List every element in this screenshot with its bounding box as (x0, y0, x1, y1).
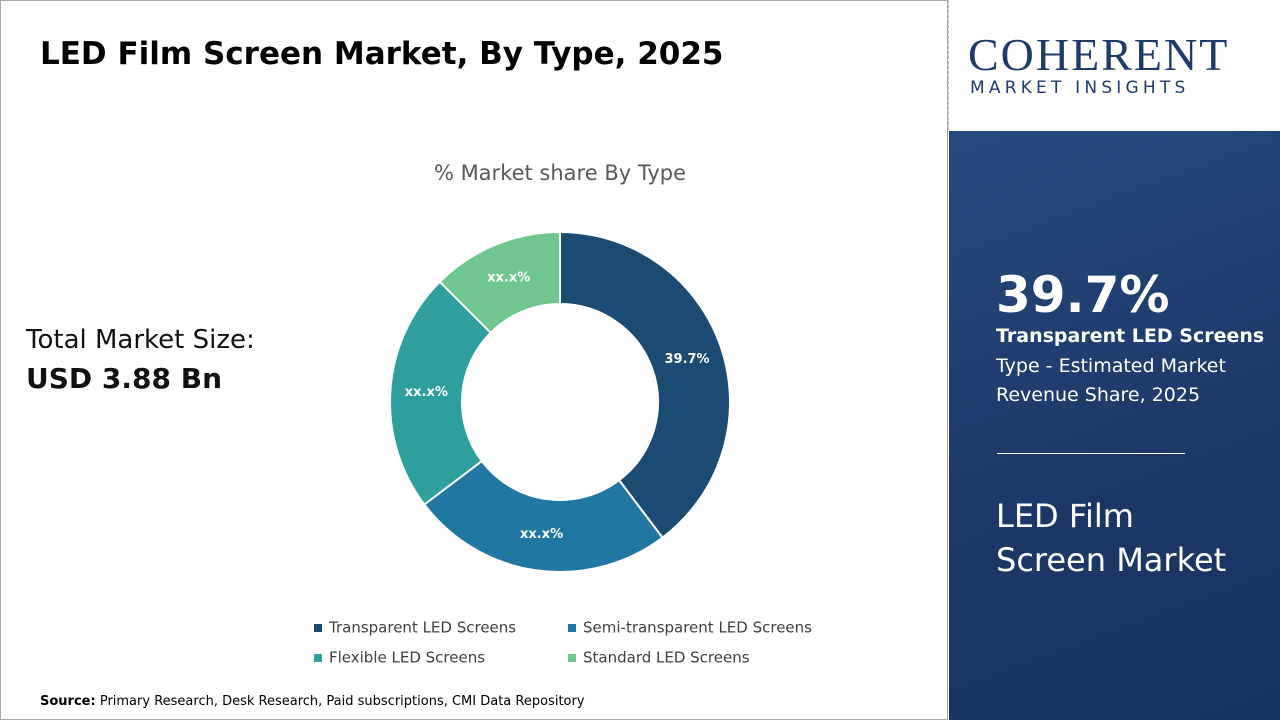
highlight-description: Type - Estimated Market Revenue Share, 2… (996, 355, 1226, 406)
legend-swatch (568, 624, 576, 632)
donut-segment (422, 459, 664, 573)
donut-segment (438, 230, 561, 335)
divider (948, 0, 949, 130)
source: Source: Primary Research, Desk Research,… (40, 694, 585, 709)
highlight-value: 39.7% (996, 266, 1170, 324)
market-size-value: USD 3.88 Bn (26, 362, 222, 395)
legend-label: Standard LED Screens (583, 649, 750, 667)
value-label: 39.7% (664, 352, 709, 367)
page-title: LED Film Screen Market, By Type, 2025 (40, 36, 724, 72)
source-label: Source: (40, 694, 96, 709)
donut-segment (389, 280, 493, 506)
highlight-market: LED Film Screen Market (996, 497, 1227, 579)
legend-label: Transparent LED Screens (328, 619, 516, 637)
chart: % Market share By Type 39.7% xx.x% xx.x% xx… (314, 161, 812, 667)
source-text: Primary Research, Desk Research, Paid su… (99, 694, 585, 709)
donut-segment (559, 230, 731, 540)
legend-label: Semi-transparent LED Screens (583, 619, 812, 637)
market-size-label: Total Market Size: (26, 325, 255, 355)
legend-swatch (314, 654, 322, 662)
highlight-segment: Transparent LED Screens (996, 325, 1265, 347)
value-label: xx.x% (520, 527, 563, 542)
chart-title: % Market share By Type (434, 161, 686, 185)
legend-label: Flexible LED Screens (329, 649, 485, 667)
separator (997, 453, 1185, 454)
logo-tagline: MARKET INSIGHTS (970, 78, 1190, 98)
value-label: xx.x% (487, 271, 530, 286)
value-label: xx.x% (405, 385, 448, 400)
legend-swatch (314, 624, 322, 632)
side-panel (949, 131, 1280, 720)
legend-swatch (568, 654, 576, 662)
logo-name: COHERENT (968, 29, 1230, 80)
